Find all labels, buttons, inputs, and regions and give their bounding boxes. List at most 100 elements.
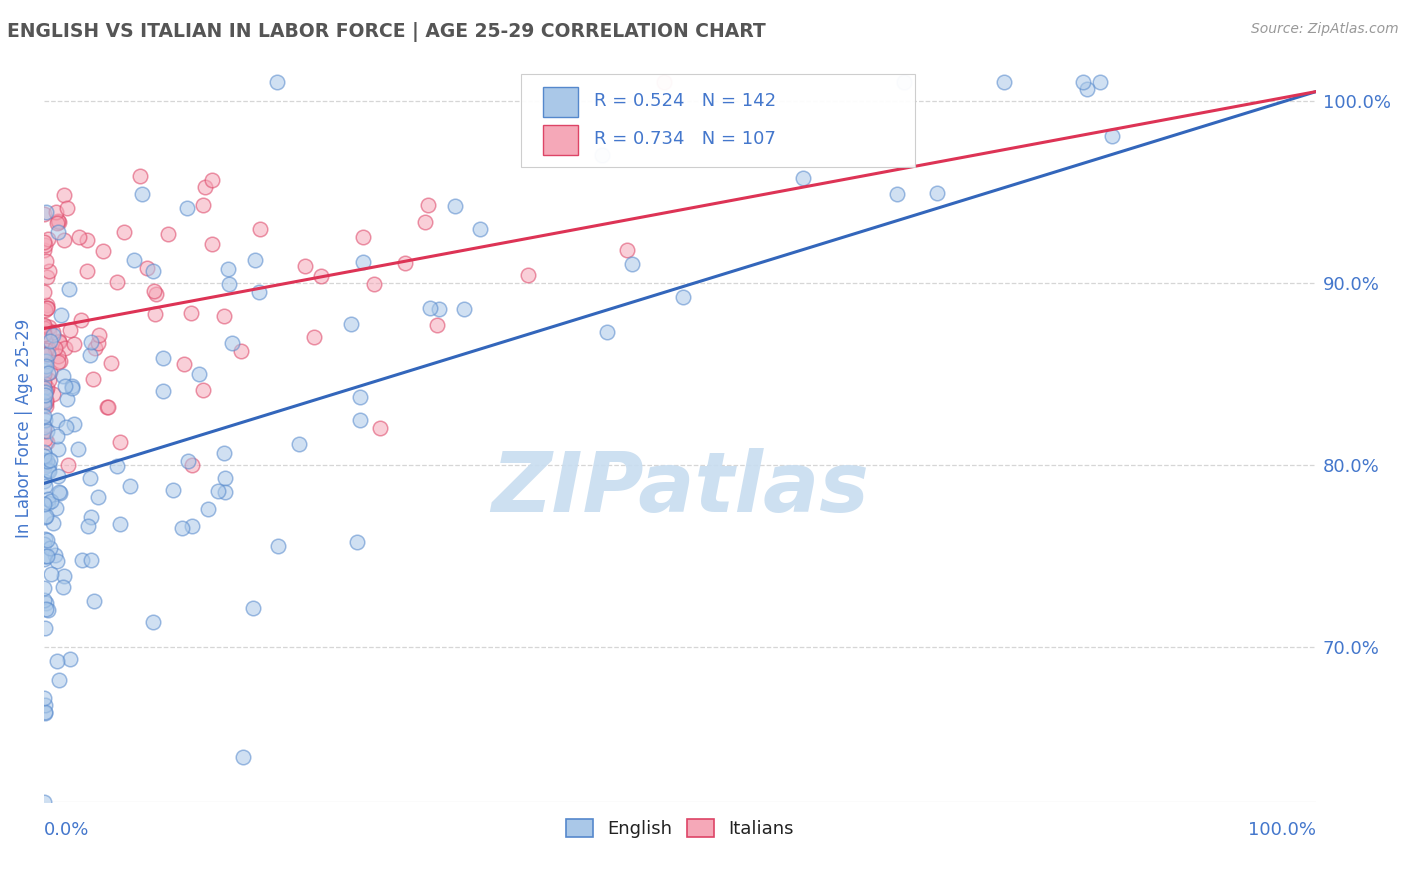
Point — [45, 501, 67, 516]
Point — [34, 532, 56, 546]
Point — [32, 444, 55, 458]
Point — [32, 381, 55, 395]
Point — [1090, 75, 1112, 89]
Point — [34, 698, 56, 712]
Point — [52, 581, 75, 595]
Point — [32, 327, 55, 342]
Point — [46, 554, 69, 568]
Point — [38, 458, 60, 472]
Point — [67, 230, 90, 244]
Point — [368, 420, 391, 434]
Point — [44, 341, 66, 355]
Point — [60, 381, 83, 395]
Point — [242, 600, 264, 615]
Point — [416, 198, 439, 212]
Point — [87, 327, 110, 342]
Text: ZIPatlas: ZIPatlas — [491, 448, 869, 529]
Point — [152, 384, 174, 398]
Point — [41, 328, 63, 343]
Point — [672, 290, 695, 304]
Point — [32, 552, 55, 566]
Point — [1101, 128, 1123, 143]
Point — [34, 399, 56, 413]
Point — [34, 453, 56, 467]
Point — [34, 706, 56, 721]
Point — [37, 463, 59, 477]
Point — [34, 343, 56, 357]
Point — [80, 510, 103, 524]
Point — [34, 394, 56, 409]
Point — [621, 257, 644, 271]
Point — [34, 385, 56, 400]
Point — [176, 201, 198, 215]
Point — [32, 420, 55, 434]
Point — [32, 449, 55, 463]
Point — [35, 399, 58, 413]
Point — [37, 381, 59, 395]
Point — [34, 497, 56, 511]
Point — [152, 351, 174, 366]
Point — [143, 307, 166, 321]
Point — [34, 285, 56, 300]
Point — [35, 301, 58, 315]
Point — [76, 234, 98, 248]
Point — [32, 376, 55, 390]
Point — [34, 479, 56, 493]
Point — [34, 302, 56, 317]
Legend: English, Italians: English, Italians — [558, 812, 801, 846]
Point — [128, 169, 150, 184]
Point — [394, 255, 416, 269]
Point — [245, 253, 267, 268]
Point — [41, 325, 63, 339]
Point — [32, 537, 55, 551]
Point — [229, 344, 252, 359]
Point — [32, 235, 55, 250]
Point — [266, 75, 288, 89]
Point — [32, 690, 55, 705]
Point — [596, 325, 619, 339]
Point — [34, 705, 56, 719]
Point — [180, 458, 202, 472]
Point — [37, 496, 59, 510]
Point — [32, 321, 55, 335]
Point — [35, 509, 58, 524]
Point — [363, 277, 385, 291]
Point — [352, 255, 374, 269]
Point — [340, 318, 363, 332]
Point — [247, 285, 270, 299]
Point — [82, 372, 104, 386]
Point — [38, 373, 60, 387]
Point — [468, 222, 491, 236]
Point — [37, 232, 59, 246]
Point — [46, 468, 69, 483]
Point — [48, 485, 70, 500]
Point — [32, 393, 55, 408]
Point — [35, 301, 58, 316]
Point — [212, 445, 235, 459]
Point — [52, 568, 75, 582]
Point — [180, 305, 202, 319]
Point — [80, 553, 103, 567]
Point — [131, 186, 153, 201]
Point — [35, 269, 58, 284]
Point — [427, 302, 450, 317]
Text: 100.0%: 100.0% — [1249, 821, 1316, 839]
FancyBboxPatch shape — [522, 74, 915, 167]
Point — [34, 368, 56, 382]
Point — [173, 357, 195, 371]
Point — [1071, 75, 1094, 89]
Point — [37, 347, 59, 361]
Point — [145, 287, 167, 301]
Point — [172, 521, 194, 535]
Point — [38, 320, 60, 334]
Point — [35, 253, 58, 268]
Point — [46, 216, 69, 230]
Point — [294, 259, 316, 273]
Point — [53, 379, 76, 393]
Point — [221, 336, 243, 351]
Point — [37, 366, 59, 380]
Point — [96, 400, 118, 414]
Point — [453, 301, 475, 316]
Point — [142, 615, 165, 630]
Point — [34, 395, 56, 409]
